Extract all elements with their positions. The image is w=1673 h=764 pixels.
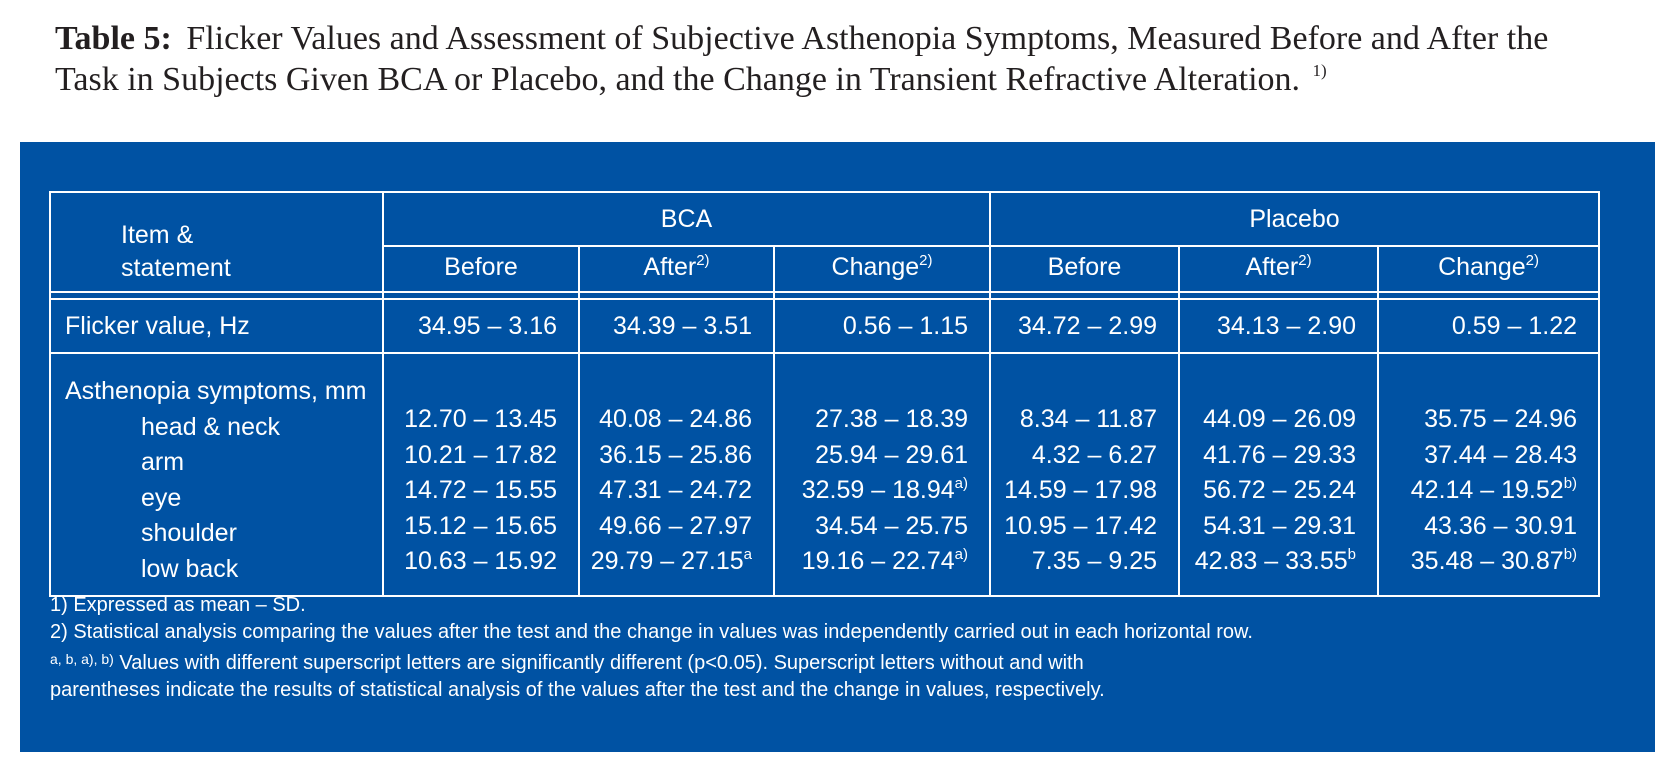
symptom-value: 10.63 – 15.92 <box>404 547 557 575</box>
significance-mark: b) <box>1563 546 1578 563</box>
table-cell: 35.75 – 24.96 37.44 – 28.43 42.14 – 19.52b… <box>1377 352 1601 597</box>
symptom-value: 32.59 – 18.94a) <box>801 475 969 504</box>
row-label-flicker: Flicker value, Hz <box>49 298 384 354</box>
table-cell: 34.13 – 2.90 <box>1178 298 1380 354</box>
col-header-bca-after: After2) <box>578 245 775 292</box>
symptom-value: 36.15 – 25.86 <box>599 440 752 469</box>
table-cell: 27.38 – 18.39 25.94 – 29.61 32.59 – 18.94a… <box>772 352 992 597</box>
symptom-value: 54.31 – 29.31 <box>1203 511 1357 540</box>
symptom-value: 10.95 – 17.42 <box>1004 511 1158 540</box>
symptom-value: 14.59 – 17.98 <box>1004 476 1158 504</box>
symptom-value: 10.21 – 17.82 <box>404 440 557 469</box>
symptom-item-arm: arm <box>141 448 185 476</box>
significance-mark: a) <box>954 546 969 563</box>
results-table: Item & statement BCA Placebo Before Afte… <box>49 191 1601 597</box>
symptom-value: 49.66 – 27.97 <box>599 511 752 540</box>
footnote-1: 1) Expressed as mean – SD. <box>50 594 306 616</box>
symptom-value: 42.14 – 19.52b) <box>1410 475 1578 504</box>
symptom-item-low-back: low back <box>141 554 239 583</box>
group-header-bca: BCA <box>381 191 992 247</box>
symptom-value: 35.48 – 30.87b) <box>1410 546 1578 575</box>
symptom-value: 14.72 – 15.55 <box>404 476 557 504</box>
header-double-rule <box>49 291 1601 300</box>
symptom-item-shoulder: shoulder <box>141 519 237 547</box>
table-cell: 0.56 – 1.15 <box>772 298 992 354</box>
table-cell: 8.34 – 11.87 4.32 – 6.27 14.59 – 17.98 10.9… <box>989 352 1181 597</box>
col-header-bca-before: Before <box>382 245 580 292</box>
footnote-3-text: Values with different superscript letter… <box>113 652 1084 674</box>
group-header-placebo: Placebo <box>989 191 1601 247</box>
symptom-value: 4.32 – 6.27 <box>1031 440 1158 469</box>
footnotes: 1) Expressed as mean – SD. 2) Statistica… <box>50 592 1253 704</box>
symptom-value: 25.94 – 29.61 <box>815 440 969 469</box>
symptom-value: 44.09 – 26.09 <box>1203 405 1357 433</box>
symptom-value: 8.34 – 11.87 <box>1019 405 1158 433</box>
item-column-header: Item & statement <box>49 191 384 292</box>
table-row: Asthenopia symptoms, mm head & neck arm … <box>49 352 1601 597</box>
table-label: Table 5: <box>55 20 172 57</box>
symptom-value: 7.35 – 9.25 <box>1031 547 1158 575</box>
item-header-line2: statement <box>121 254 231 282</box>
subheader-row: Before After2) Change2) Before After2) C… <box>50 245 1601 292</box>
col-header-placebo-change: Change2) <box>1377 245 1601 292</box>
symptom-value: 15.12 – 15.65 <box>404 511 557 540</box>
row-label-asthenopia: Asthenopia symptoms, mm head & neck arm … <box>49 352 384 597</box>
caption-footnote-ref: 1) <box>1312 61 1327 80</box>
footnote-4: parentheses indicate the results of stat… <box>50 679 1105 701</box>
item-header-line1: Item & <box>121 221 194 249</box>
symptom-item-head-neck: head & neck <box>141 412 280 441</box>
col-header-placebo-before: Before <box>989 245 1181 292</box>
symptom-value: 27.38 – 18.39 <box>815 405 969 433</box>
table-row: Flicker value, Hz 34.95 – 3.16 34.39 – 3… <box>49 298 1601 354</box>
symptom-value: 19.16 – 22.74a) <box>801 546 969 575</box>
footnote-3: a, b, a), b) Values with different super… <box>50 646 1253 677</box>
table-panel: Item & statement BCA Placebo Before Afte… <box>20 142 1655 752</box>
table-cell: 12.70 – 13.45 10.21 – 17.82 14.72 – 15.55 1… <box>382 352 580 597</box>
symptom-value: 41.76 – 29.33 <box>1203 440 1357 469</box>
symptom-value: 35.75 – 24.96 <box>1424 405 1578 433</box>
significance-mark: a) <box>954 475 969 492</box>
table-caption: Table 5: Flicker Values and Assessment o… <box>55 18 1615 100</box>
col-header-bca-change: Change2) <box>772 245 992 292</box>
significance-mark: b) <box>1563 475 1578 492</box>
symptom-value: 40.08 – 24.86 <box>599 405 752 433</box>
table-cell: 0.59 – 1.22 <box>1377 298 1601 354</box>
table-cell: 44.09 – 26.09 41.76 – 29.33 56.72 – 25.24 5… <box>1178 352 1380 597</box>
symptom-value: 43.36 – 30.91 <box>1424 511 1578 540</box>
table-cell: 40.08 – 24.86 36.15 – 25.86 47.31 – 24.72 4… <box>578 352 775 597</box>
symptom-value: 42.83 – 33.55b <box>1194 546 1357 575</box>
significance-mark: b <box>1347 546 1357 563</box>
table-cell: 34.39 – 3.51 <box>578 298 775 354</box>
caption-text: Flicker Values and Assessment of Subject… <box>55 20 1549 98</box>
symptom-value: 37.44 – 28.43 <box>1424 440 1578 469</box>
section-title: Asthenopia symptoms, mm <box>65 377 367 405</box>
symptom-value: 29.79 – 27.15a <box>590 546 752 575</box>
footnote-2: 2) Statistical analysis comparing the va… <box>50 621 1253 643</box>
footnote-3-letters: a, b, a), b) <box>50 651 114 667</box>
table-cell: 34.95 – 3.16 <box>382 298 580 354</box>
symptom-value: 47.31 – 24.72 <box>599 476 752 504</box>
symptom-value: 56.72 – 25.24 <box>1203 476 1357 504</box>
symptom-item-eye: eye <box>141 483 182 512</box>
symptom-value: 34.54 – 25.75 <box>815 511 969 540</box>
col-header-placebo-after: After2) <box>1178 245 1380 292</box>
table-cell: 34.72 – 2.99 <box>989 298 1181 354</box>
symptom-value: 12.70 – 13.45 <box>404 405 557 433</box>
significance-mark: a <box>743 546 752 563</box>
